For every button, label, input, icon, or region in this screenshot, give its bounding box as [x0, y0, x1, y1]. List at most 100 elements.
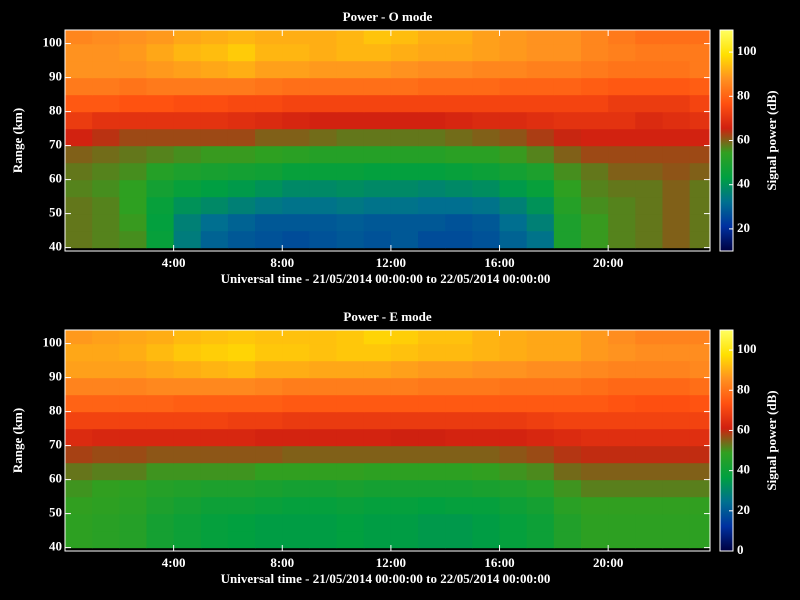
heatmap-cell	[227, 360, 256, 379]
heatmap-cell	[200, 530, 229, 549]
heatmap-cell	[689, 230, 710, 249]
heatmap-cell	[662, 411, 691, 430]
x-tick-label: 16:00	[484, 255, 514, 270]
heatmap-cell	[200, 377, 229, 396]
heatmap-cell	[309, 496, 338, 515]
plot-frame	[64, 29, 711, 252]
heatmap-cell	[526, 145, 555, 164]
heatmap-cell	[363, 196, 392, 215]
heatmap-cell	[390, 360, 419, 379]
heatmap-cell	[255, 128, 283, 147]
heatmap-cell	[635, 30, 664, 45]
heatmap-cell	[581, 111, 609, 130]
y-tick-label: 100	[43, 335, 63, 350]
heatmap-cell	[418, 360, 446, 379]
heatmap-cell	[227, 196, 256, 215]
heatmap-cell	[472, 230, 501, 249]
heatmap-cell	[390, 428, 419, 447]
heatmap-cell	[146, 496, 175, 515]
heatmap-cell	[309, 128, 338, 147]
heatmap-cell	[608, 162, 636, 181]
heatmap-cell	[635, 394, 664, 413]
heatmap-cell	[445, 462, 473, 481]
heatmap-cell	[119, 530, 148, 549]
heatmap-cell	[173, 43, 202, 62]
heatmap-cell	[255, 94, 283, 113]
heatmap-cell	[553, 162, 582, 181]
heatmap-cell	[363, 162, 392, 181]
heatmap-cell	[553, 360, 582, 379]
y-axis-label: Range (km)	[10, 408, 25, 473]
heatmap-cell	[472, 360, 501, 379]
heatmap-cell	[336, 111, 365, 130]
heatmap-cell	[65, 230, 93, 249]
heatmap-cell	[336, 77, 365, 96]
heatmap-cell	[390, 394, 419, 413]
heatmap-cell	[173, 462, 202, 481]
heatmap-cell	[65, 30, 93, 45]
heatmap-cell	[662, 94, 691, 113]
heatmap-cell	[526, 377, 555, 396]
heatmap-cell	[418, 445, 446, 464]
heatmap-cell	[173, 377, 202, 396]
heatmap-cell	[282, 43, 311, 62]
heatmap-cell	[92, 496, 120, 515]
heatmap-cell	[499, 179, 528, 198]
heatmap-cell	[65, 445, 93, 464]
heatmap-cell	[336, 496, 365, 515]
heatmap-cell	[445, 60, 473, 79]
heatmap-cell	[689, 179, 710, 198]
heatmap-cell	[227, 411, 256, 430]
heatmap-cell	[92, 30, 120, 45]
heatmap-cell	[553, 411, 582, 430]
heatmap-cell	[282, 30, 311, 45]
heatmap-cell	[119, 445, 148, 464]
heatmap-cell	[472, 145, 501, 164]
heatmap-cell	[635, 162, 664, 181]
heatmap-cell	[662, 343, 691, 362]
heatmap-cell	[581, 43, 609, 62]
heatmap-cell	[282, 145, 311, 164]
heatmap-cell	[309, 30, 338, 45]
heatmap-cell	[336, 179, 365, 198]
heatmap-cell	[65, 77, 93, 96]
heatmap-cell	[499, 377, 528, 396]
heatmap-cell	[146, 196, 175, 215]
heatmap-cell	[227, 377, 256, 396]
heatmap-cell	[200, 411, 229, 430]
x-tick-label: 8:00	[270, 555, 294, 570]
heatmap-cell	[200, 496, 229, 515]
y-tick-label: 90	[49, 69, 62, 84]
heatmap-cell	[255, 30, 283, 45]
heatmap-cell	[92, 513, 120, 532]
heatmap-cell	[445, 496, 473, 515]
heatmap-cell	[526, 196, 555, 215]
heatmap-cell	[689, 411, 710, 430]
heatmap-cell	[499, 43, 528, 62]
heatmap-cell	[418, 428, 446, 447]
heatmap-cell	[553, 496, 582, 515]
heatmap-cell	[173, 330, 202, 345]
heatmap-cell	[363, 377, 392, 396]
x-tick-label: 12:00	[376, 255, 406, 270]
heatmap-cell	[119, 94, 148, 113]
heatmap-cell	[553, 145, 582, 164]
heatmap-cell	[418, 60, 446, 79]
heatmap-cell	[553, 230, 582, 249]
heatmap-cell	[689, 428, 710, 447]
heatmap-cell	[581, 213, 609, 232]
colorbar-tick-label: 0	[737, 542, 744, 557]
heatmap-cell	[119, 30, 148, 45]
heatmap-cell	[472, 411, 501, 430]
heatmap-cell	[282, 230, 311, 249]
heatmap-cell	[662, 111, 691, 130]
heatmap-cell	[553, 394, 582, 413]
heatmap-cell	[390, 230, 419, 249]
heatmap-cell	[689, 343, 710, 362]
heatmap-cell	[608, 513, 636, 532]
heatmap-cell	[200, 213, 229, 232]
heatmap-cell	[553, 196, 582, 215]
heatmap-cell	[200, 394, 229, 413]
heatmap-cell	[336, 428, 365, 447]
heatmap-cell	[173, 128, 202, 147]
